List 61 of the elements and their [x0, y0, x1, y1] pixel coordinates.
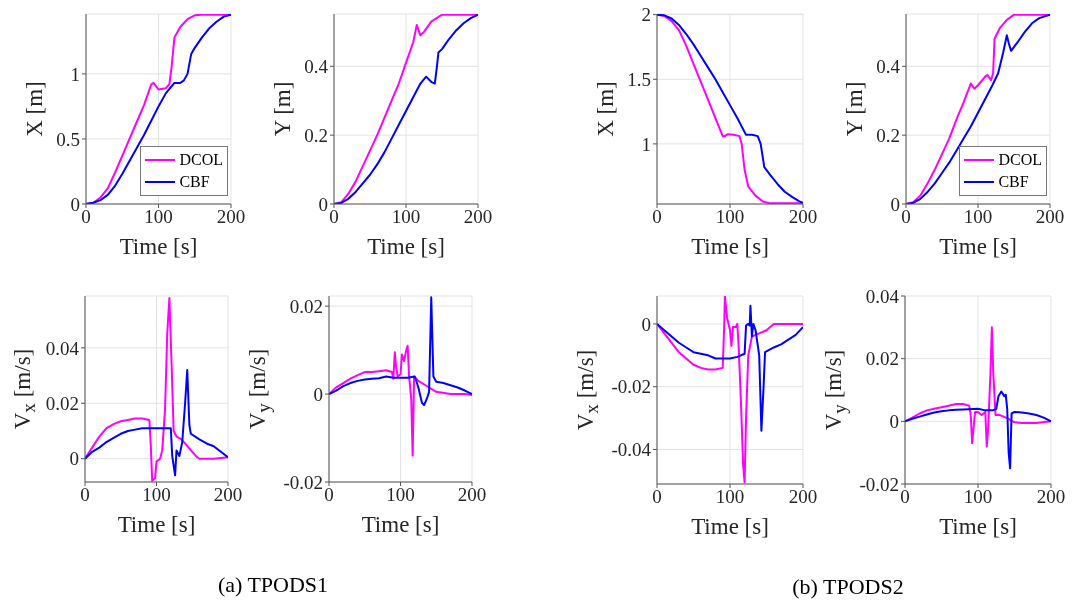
y-tick-label: 0.02	[865, 348, 899, 370]
y-tick-label: 0	[641, 313, 651, 335]
y-tick-label: 0	[889, 411, 899, 433]
x-tick-label: 200	[213, 484, 243, 506]
x-tick-label: 200	[216, 206, 246, 228]
text: (b) TPODS2	[792, 574, 904, 600]
legend-label: CBF	[998, 172, 1029, 192]
x-tick-label: 200	[788, 486, 818, 508]
line-series	[329, 344, 472, 457]
x-tick-label: 200	[788, 206, 818, 228]
line-series	[85, 369, 228, 477]
y-tick-label: 0.2	[304, 124, 328, 146]
legend-label: DCOL	[998, 150, 1042, 170]
x-axis-title: Time [s]	[367, 234, 445, 260]
x-axis-title: Time [s]	[691, 234, 769, 260]
line-series	[657, 304, 803, 432]
y-tick-label: -0.02	[859, 473, 899, 495]
x-tick-label: 200	[457, 484, 487, 506]
x-tick-label: 100	[386, 484, 415, 506]
x-tick-label: 100	[391, 206, 421, 228]
text: (a) TPODS1	[217, 572, 329, 598]
x-tick-label: 100	[963, 486, 993, 508]
line-series	[905, 326, 1051, 448]
y-tick-label: -0.04	[611, 439, 652, 461]
y-tick-label: 0	[69, 448, 79, 470]
x-axis-title: Time [s]	[117, 512, 196, 538]
x-tick-label: 200	[1036, 486, 1066, 508]
y-tick-label: 0.4	[876, 56, 901, 78]
y-tick-label: 1	[641, 133, 651, 155]
x-axis-title: Time [s]	[939, 234, 1017, 260]
x-tick-label: 100	[715, 486, 745, 508]
x-axis-title: Time [s]	[939, 514, 1017, 540]
y-tick-label: 0.2	[876, 124, 900, 146]
legend-label: CBF	[179, 172, 210, 192]
y-tick-label: 0.5	[56, 128, 80, 150]
y-tick-label: 1	[70, 63, 80, 85]
line-series	[905, 390, 1051, 470]
y-tick-label: 2	[641, 4, 651, 26]
y-axis-title: Y [m]	[842, 81, 868, 137]
y-tick-label: 0	[313, 383, 323, 405]
y-tick-label: 0.02	[45, 393, 79, 415]
x-tick-label: 200	[1035, 206, 1065, 228]
legend-label: DCOL	[179, 150, 223, 170]
x-axis-title: Time [s]	[691, 514, 769, 540]
x-tick-label: 100	[963, 206, 993, 228]
x-tick-label: 100	[142, 484, 171, 506]
y-tick-label: -0.02	[611, 376, 651, 398]
y-tick-label: 0.04	[865, 285, 900, 307]
y-axis-title: X [m]	[593, 81, 619, 137]
y-axis-title: Y [m]	[270, 81, 296, 137]
y-tick-label: 0.04	[45, 337, 80, 359]
y-tick-label: 0.4	[304, 56, 329, 78]
y-tick-label: -0.02	[283, 471, 323, 493]
y-tick-label: 0.02	[289, 295, 323, 317]
y-axis-title: X [m]	[22, 81, 48, 137]
x-tick-label: 200	[463, 206, 493, 228]
x-axis-title: Time [s]	[119, 234, 198, 260]
x-tick-label: 100	[715, 206, 745, 228]
x-tick-label: 100	[144, 206, 173, 228]
y-tick-label: 1.5	[627, 69, 651, 91]
x-axis-title: Time [s]	[361, 512, 440, 538]
